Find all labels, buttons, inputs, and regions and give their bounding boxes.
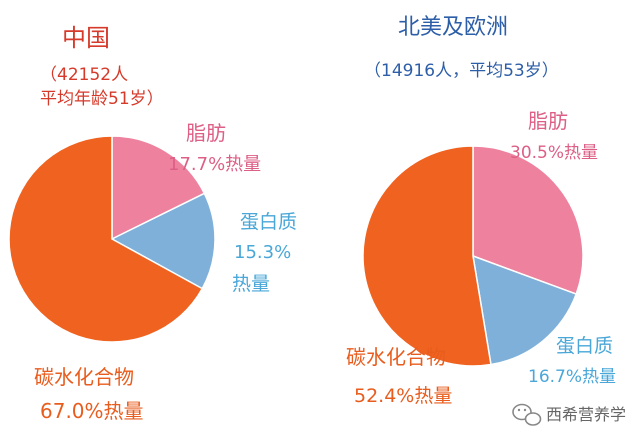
watermark: 西希营养学	[512, 403, 626, 426]
china-carb-value: 67.0%热量	[40, 399, 144, 423]
na-eu-carb-label: 碳水化合物	[346, 345, 446, 369]
na-eu-fat-slice	[472, 145, 584, 296]
na-eu-carb-value: 52.4%热量	[354, 385, 452, 407]
na-eu-protein-value: 16.7%热量	[528, 367, 616, 387]
china-subtitle-line1: （42152人	[40, 65, 128, 85]
china-fat-slice	[111, 135, 206, 241]
na-eu-title: 北美及欧洲	[398, 15, 508, 40]
china-protein-label: 蛋白质	[240, 211, 297, 233]
chart-na-eu: 北美及欧洲 （14916人，平均53岁） 脂肪 30.5%热量 蛋白质 16.7…	[346, 15, 616, 407]
china-carb-slice	[8, 135, 204, 343]
china-pie	[8, 135, 216, 343]
chart-china: 中国 （42152人 平均年龄51岁） 脂肪 17.7%热量 蛋白质 15.3%…	[8, 24, 297, 423]
china-fat-label: 脂肪	[186, 121, 226, 145]
china-carb-label: 碳水化合物	[34, 365, 134, 389]
na-eu-fat-value: 30.5%热量	[510, 143, 598, 163]
na-eu-fat-label: 脂肪	[528, 109, 568, 133]
china-protein-value: 15.3%	[234, 242, 291, 263]
na-eu-pie	[362, 145, 584, 367]
china-protein-unit: 热量	[232, 273, 270, 295]
na-eu-subtitle: （14916人，平均53岁）	[364, 61, 559, 81]
china-title: 中国	[62, 24, 110, 52]
watermark-text: 西希营养学	[546, 405, 626, 424]
china-subtitle-line2: 平均年龄51岁）	[40, 89, 164, 109]
wechat-icon	[512, 403, 542, 426]
na-eu-protein-slice	[472, 254, 578, 366]
na-eu-protein-label: 蛋白质	[556, 335, 613, 357]
china-fat-value: 17.7%热量	[168, 154, 261, 175]
china-protein-slice	[110, 192, 216, 290]
na-eu-carb-slice	[362, 145, 492, 367]
